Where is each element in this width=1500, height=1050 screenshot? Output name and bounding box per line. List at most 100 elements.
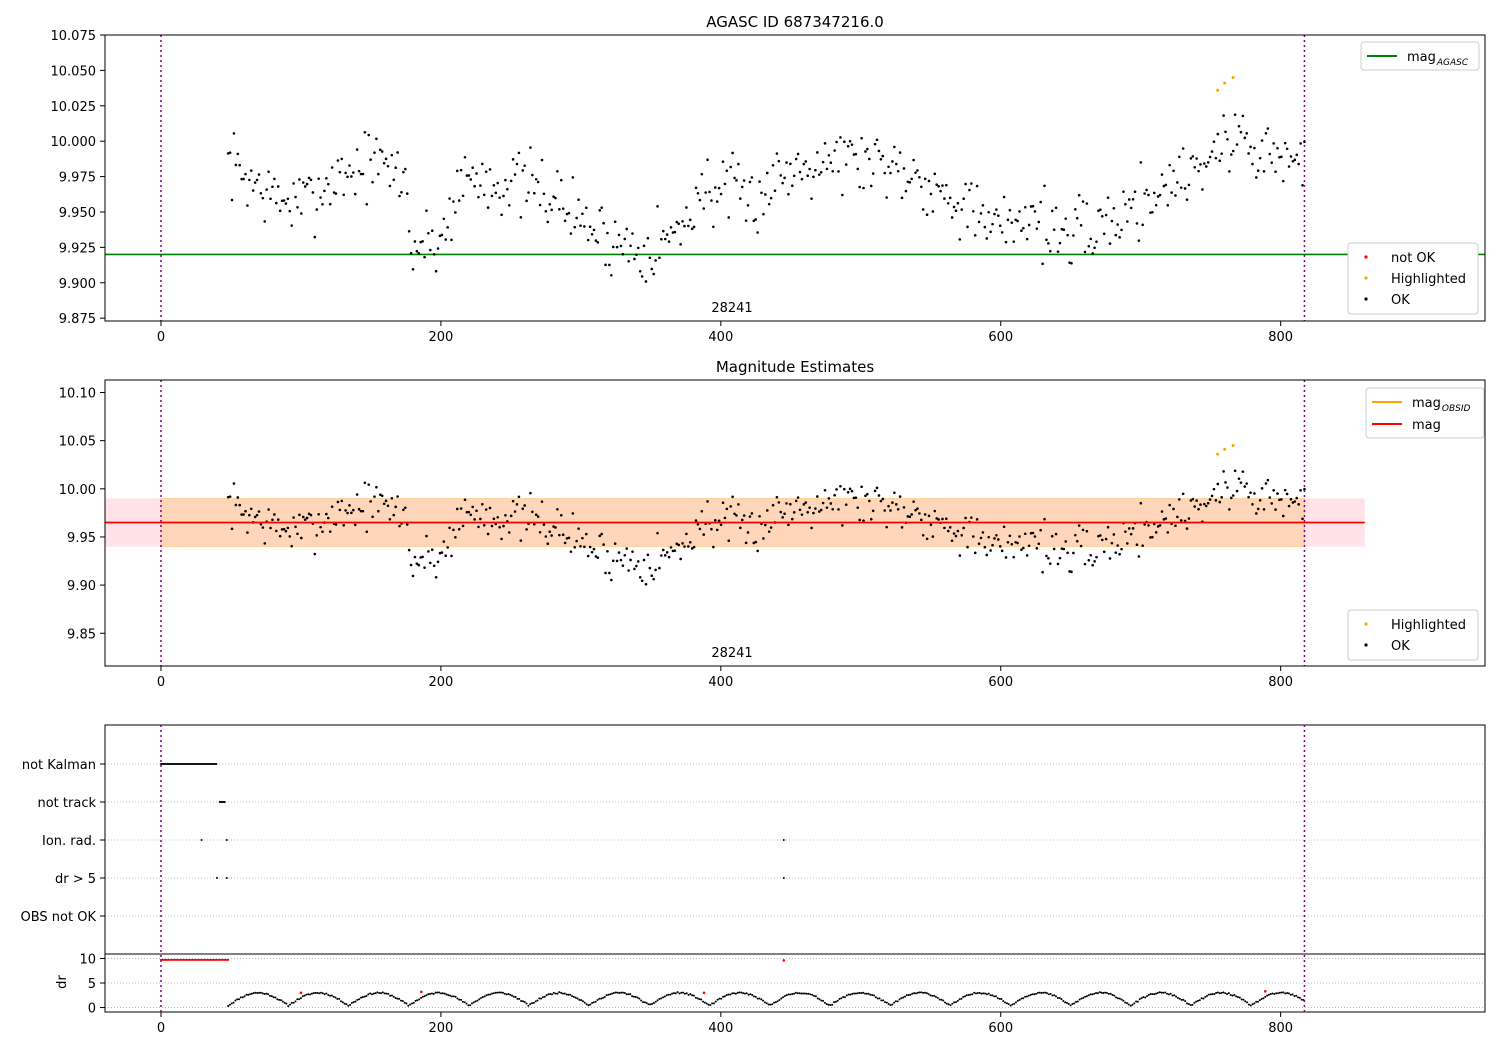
dr-point	[1164, 991, 1167, 994]
data-point-ok	[1000, 231, 1004, 234]
data-point-ok	[808, 167, 811, 171]
data-point-ok	[1004, 240, 1008, 244]
dr-point	[729, 993, 732, 996]
data-point-ok	[400, 190, 403, 194]
dr-point	[927, 993, 930, 996]
dr-point	[863, 992, 866, 995]
data-point-ok	[552, 195, 555, 198]
dr-point	[1009, 1004, 1012, 1007]
dr-point	[1098, 991, 1101, 994]
dr-point	[1211, 993, 1214, 996]
data-point-ok	[1241, 470, 1245, 473]
dr-point	[1078, 998, 1081, 1001]
dr-point	[802, 992, 805, 995]
data-point-ok	[733, 512, 736, 516]
magnitude-panel: Magnitude Estimates 0 200 400 600 8009.859.9…	[59, 358, 1486, 690]
data-point-ok	[1039, 200, 1042, 204]
dr-point	[420, 996, 423, 999]
data-point-ok	[1135, 543, 1139, 547]
dr-point	[847, 993, 850, 996]
dr-tick-label: 0	[88, 1002, 96, 1017]
data-point-ok	[856, 506, 860, 509]
dr-point	[1298, 996, 1301, 999]
data-point-ok	[902, 167, 906, 170]
data-point-ok	[823, 488, 827, 492]
data-point-ok	[554, 526, 557, 529]
data-point-ok	[590, 550, 594, 554]
data-point-ok	[675, 542, 679, 546]
dr-point	[259, 991, 262, 994]
data-point-ok	[1168, 163, 1171, 167]
data-point-ok	[407, 548, 411, 552]
data-point-ok	[1093, 246, 1096, 250]
data-point-ok	[455, 507, 459, 511]
dr-point	[1051, 994, 1054, 997]
dr-point	[789, 993, 792, 996]
dr-point	[1256, 1000, 1259, 1003]
dr-point	[1224, 992, 1227, 995]
x-tick-label: 600	[988, 675, 1013, 690]
data-point-ok	[946, 201, 950, 205]
data-point-ok	[769, 526, 773, 529]
data-point-ok	[423, 255, 426, 259]
data-point-ok	[1139, 161, 1143, 164]
dr-point	[856, 992, 859, 995]
data-point-ok	[748, 180, 752, 184]
data-point-ok	[1220, 152, 1223, 155]
dr-point	[279, 999, 282, 1002]
data-point-ok	[380, 494, 384, 498]
dr-point	[793, 992, 796, 995]
data-point-ok	[1106, 525, 1110, 529]
dr-point	[250, 992, 253, 995]
data-point-ok	[1253, 492, 1256, 495]
data-point-ok	[540, 500, 544, 503]
data-point-ok	[973, 234, 977, 237]
data-point-ok	[411, 267, 415, 271]
data-point-ok	[941, 517, 944, 521]
dr-point	[612, 991, 615, 994]
data-point-ok	[1191, 497, 1195, 501]
data-point-ok	[473, 518, 476, 521]
dr-point	[500, 991, 503, 994]
data-point-ok	[280, 199, 284, 203]
data-point-ok	[1218, 159, 1222, 162]
dr-point	[1200, 997, 1203, 1000]
data-point-ok	[827, 497, 831, 500]
data-point-ok	[1162, 184, 1166, 188]
data-point-ok	[463, 498, 467, 502]
data-point-ok	[321, 202, 324, 206]
legend-marker-swatch	[1364, 622, 1368, 626]
data-point-ok	[1293, 158, 1297, 162]
data-point-ok	[883, 509, 887, 512]
dr-point	[929, 994, 932, 997]
data-point-ok	[650, 574, 654, 578]
dr-point	[385, 992, 388, 995]
dr-point	[243, 995, 246, 998]
data-point-ok	[893, 145, 896, 149]
dr-point	[742, 992, 745, 995]
data-point-ok	[469, 178, 473, 181]
data-point-ok	[727, 216, 731, 219]
data-point-ok	[660, 237, 663, 241]
data-point-ok	[1072, 234, 1075, 237]
data-point-ok	[1237, 477, 1241, 480]
data-point-ok	[839, 136, 842, 139]
data-point-ok	[717, 519, 721, 523]
data-point-ok	[681, 542, 684, 545]
data-point-ok	[1291, 501, 1295, 504]
dr-point	[405, 1002, 408, 1005]
dr-point	[298, 998, 301, 1001]
data-point-ok	[767, 202, 771, 206]
dr-point	[601, 996, 604, 999]
data-point-ok	[375, 137, 378, 141]
data-point-ok	[534, 513, 538, 517]
data-point-ok	[941, 184, 944, 187]
data-point-ok	[269, 197, 272, 201]
data-point-ok	[1235, 143, 1239, 146]
data-point-ok	[1239, 481, 1243, 484]
data-point-ok	[610, 273, 613, 277]
dr-point	[1069, 1004, 1072, 1007]
data-point-ok	[392, 513, 396, 517]
dr-point	[228, 1003, 231, 1006]
data-point-ok	[1224, 130, 1227, 134]
